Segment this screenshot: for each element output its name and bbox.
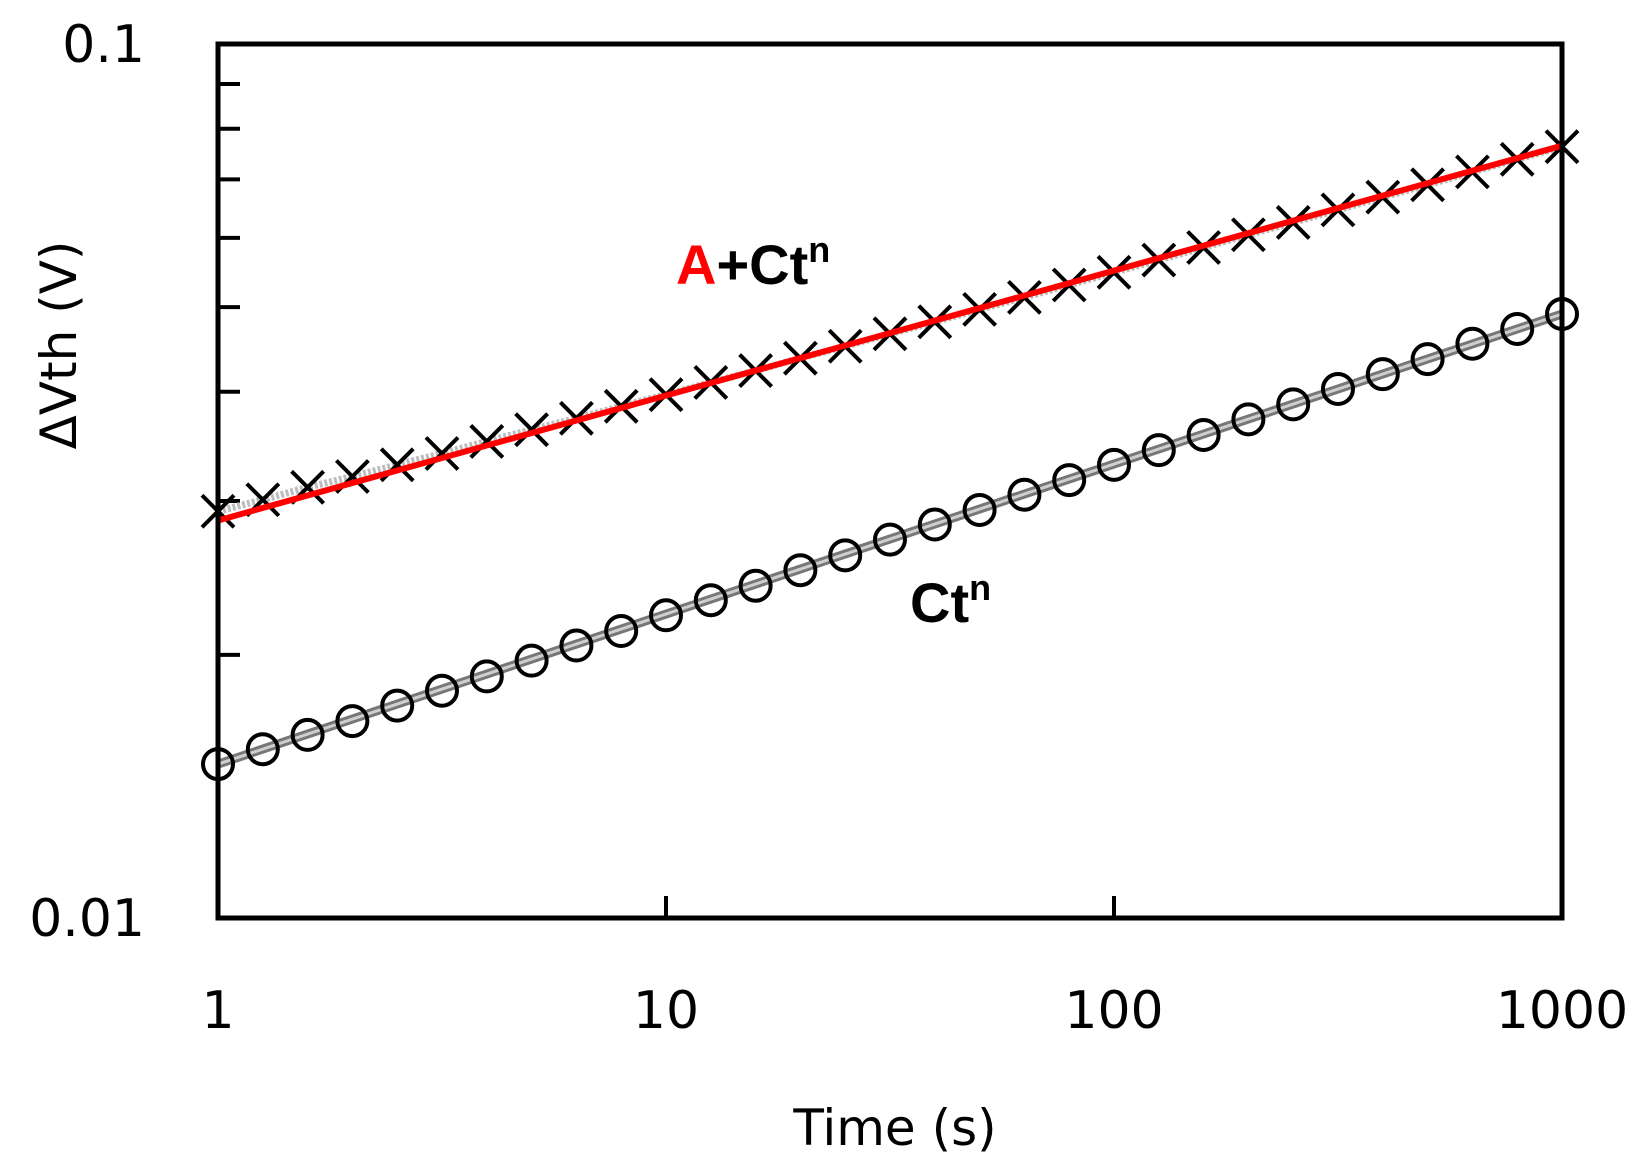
fit-lines <box>216 143 1564 769</box>
x-axis-title: Time (s) <box>792 1099 996 1157</box>
circle-marker <box>335 704 370 739</box>
circle-marker <box>245 732 280 767</box>
circle-marker <box>1007 477 1042 512</box>
annotation-a-plus-ct-n: A+Ctn <box>676 229 830 296</box>
y-tick-labels: 0.01 0.1 <box>29 15 145 949</box>
circle-marker <box>1455 326 1490 361</box>
circle-marker <box>1500 311 1535 346</box>
circle-marker <box>962 492 997 527</box>
circle-marker <box>1320 371 1355 406</box>
annotation-superscript: n <box>808 229 830 270</box>
x-tick-labels: 1 10 100 1000 <box>201 981 1628 1041</box>
annotation-ct-n: Ctn <box>910 567 991 634</box>
circle-marker <box>1097 447 1131 482</box>
annotation-superscript: n <box>969 567 991 608</box>
circle-marker <box>783 553 818 588</box>
circle-marker <box>1141 433 1176 468</box>
circle-marker <box>828 538 863 573</box>
y-minor-ticks <box>218 81 240 657</box>
circle-marker <box>693 583 728 618</box>
circle-marker <box>424 673 459 708</box>
circle-marker <box>1276 387 1311 422</box>
circle-marker <box>1365 357 1400 392</box>
circle-marker <box>1186 417 1221 452</box>
x-tick-label: 100 <box>1064 981 1163 1041</box>
y-axis-title: ΔVth (V) <box>30 241 88 450</box>
circle-marker <box>469 659 504 694</box>
circle-marker <box>738 568 773 603</box>
fit-line-ct-n-highlight <box>217 312 1563 766</box>
x-marker <box>424 436 460 471</box>
x-tick-label: 1000 <box>1496 981 1628 1041</box>
circle-marker <box>649 598 683 633</box>
y-tick-label: 0.1 <box>62 15 145 75</box>
circle-marker <box>1052 463 1087 498</box>
major-ticks <box>216 896 1564 918</box>
circle-marker <box>514 643 549 678</box>
annotation-part: Ct <box>910 571 969 634</box>
circle-marker <box>290 717 325 752</box>
data-markers <box>200 129 1580 782</box>
circle-marker <box>1231 402 1266 437</box>
circle-marker <box>1410 342 1445 377</box>
x-tick-label: 1 <box>201 981 234 1041</box>
circle-marker <box>559 628 594 663</box>
y-tick-label: 0.01 <box>29 889 145 949</box>
plot-frame <box>215 41 1565 921</box>
x-marker <box>469 423 505 459</box>
annotation-part: +Ct <box>716 233 808 296</box>
x-tick-label: 10 <box>633 981 699 1041</box>
annotation-part: A <box>676 233 716 296</box>
fit-line-a-plus-ct-n <box>217 142 1563 524</box>
circle-marker <box>604 613 639 648</box>
circle-marker <box>917 507 952 542</box>
x-marker <box>514 412 550 448</box>
circle-marker <box>872 522 907 557</box>
circle-marker <box>380 688 415 723</box>
